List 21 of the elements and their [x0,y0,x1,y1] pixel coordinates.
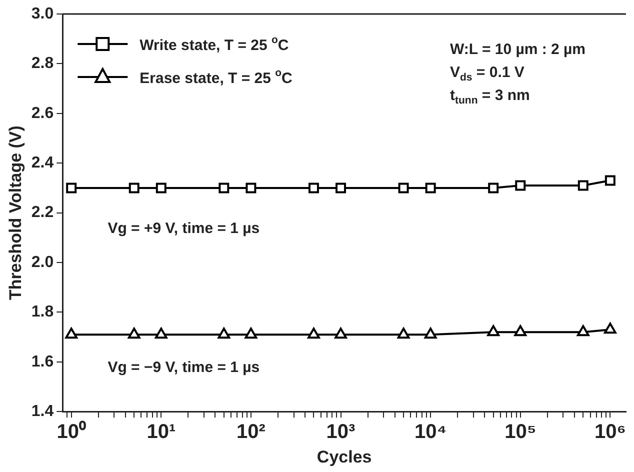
y-tick-label: 2.0 [31,254,54,271]
annotation: Vg = −9 V, time = 1 µs [108,359,260,376]
y-tick-label: 2.4 [31,154,54,172]
x-tick-label: 10² [236,421,266,444]
x-tick-label: 10¹ [146,421,176,444]
x-axis-title: Cycles [316,447,372,466]
y-tick-label: 1.4 [31,403,54,420]
x-tick-label: 10⁶ [594,421,626,444]
annotation: Vg = +9 V, time = 1 µs [108,220,260,237]
x-tick-label: 10⁵ [504,421,536,444]
y-axis-title: Threshold Voltage (V) [6,126,25,300]
x-tick-label: 10⁴ [414,421,447,444]
y-tick-label: 2.6 [31,104,54,122]
y-tick-label: 2.8 [31,55,54,72]
y-tick-label: 3.0 [31,5,54,22]
y-tick-label: 1.6 [31,353,54,370]
y-tick-label: 1.8 [31,304,54,321]
y-tick-label: 2.2 [31,204,54,222]
annotation: W:L = 10 µm : 2 µm [450,41,586,58]
x-tick-label: 10⁰ [56,420,86,444]
x-tick-label: 10³ [326,421,356,444]
